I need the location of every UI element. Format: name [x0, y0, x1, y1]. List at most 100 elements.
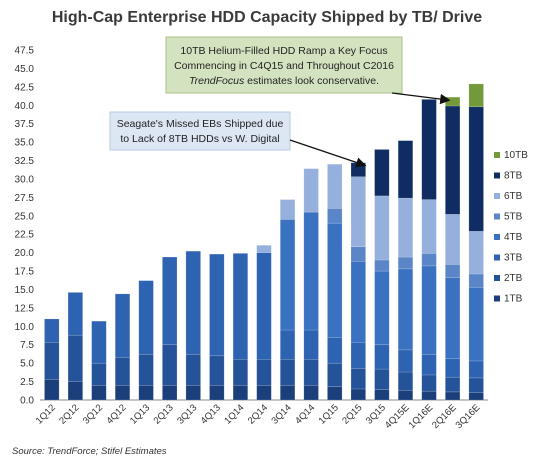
x-tick-label: 4Q15E [383, 402, 412, 431]
x-tick-label: 4Q13 [199, 402, 223, 426]
bar-segment [185, 354, 201, 386]
bar-stack-1Q15 [327, 163, 343, 401]
bar-segment [138, 280, 154, 355]
bar-segment [350, 261, 366, 343]
bar-stack-1Q13 [138, 280, 154, 401]
bar-segment [256, 252, 272, 360]
bar-segment [44, 379, 60, 401]
bar-segment [468, 230, 484, 275]
bar-segment [421, 253, 437, 267]
bar-segment [350, 388, 366, 401]
x-tick-label: 2Q14 [246, 402, 270, 426]
y-tick-label: 22.5 [15, 230, 35, 241]
bar-segment [232, 384, 249, 401]
legend-swatch [494, 172, 500, 179]
annotation-helium-line3: TrendFocus estimates look conservative. [189, 75, 379, 87]
bar-segment [91, 320, 107, 364]
bar-segment [138, 354, 154, 386]
bar-stack-2Q13 [162, 256, 178, 401]
bar-stack-1Q16E [421, 99, 437, 401]
bar-segment [374, 259, 390, 272]
x-tick-label: 2Q15 [340, 402, 364, 426]
x-tick-label: 1Q13 [128, 402, 152, 426]
y-tick-label: 5.0 [20, 359, 34, 370]
bar-segment [421, 390, 437, 401]
y-tick-label: 7.5 [20, 340, 34, 351]
bar-stack-4Q14 [303, 168, 319, 401]
y-tick-label: 35.0 [15, 138, 35, 149]
bar-stack-4Q12 [114, 293, 131, 401]
arrow-helium [391, 92, 451, 105]
x-tick-label: 1Q16E [406, 402, 435, 431]
bar-segment [397, 256, 414, 270]
annotation-helium-line2: Commencing in C4Q15 and Throughout C2016 [174, 60, 394, 72]
bar-segment [279, 329, 296, 360]
bar-stack-2Q16E [445, 96, 461, 401]
bar-segment [327, 222, 343, 338]
bar-segment [445, 214, 461, 265]
bar-stack-3Q13 [185, 250, 201, 401]
bar-stack-1Q14 [232, 253, 249, 401]
bar-stack-3Q15 [374, 149, 390, 401]
bar-segment [209, 384, 225, 401]
y-tick-label: 25.0 [15, 211, 35, 222]
chart-title: High-Cap Enterprise HDD Capacity Shipped… [52, 9, 482, 26]
annotation-seagate-box [109, 111, 291, 151]
annotation-seagate-line1: Seagate's Missed EBs Shipped due [117, 118, 284, 130]
bar-segment [397, 349, 414, 373]
annotation-helium: 10TB Helium-Filled HDD Ramp a Key Focus … [165, 36, 403, 94]
bar-segment [67, 292, 83, 336]
bar-segment [162, 344, 178, 386]
x-tick-label: 2Q13 [152, 402, 176, 426]
bar-stack-2Q14 [256, 244, 272, 401]
y-tick-label: 32.5 [15, 156, 35, 167]
bar-segment [279, 384, 296, 401]
bar-segment [397, 268, 414, 351]
bar-stack-4Q15E [397, 140, 414, 401]
legend-label: 4TB [504, 232, 523, 243]
bar-stack-3Q14 [279, 199, 296, 401]
x-tick-label: 3Q14 [269, 402, 293, 426]
y-tick-label: 2.5 [20, 377, 34, 388]
bar-segment [303, 384, 319, 401]
y-tick-label: 10.0 [15, 322, 35, 333]
bar-segment [445, 358, 461, 378]
legend-swatch [494, 275, 500, 281]
bar-segment [374, 149, 390, 197]
x-tick-label: 1Q15 [317, 402, 341, 426]
bar-stack-3Q12 [91, 320, 107, 401]
bar-segment [67, 381, 83, 401]
bar-segment [327, 208, 343, 224]
bar-segment [445, 264, 461, 278]
bar-segment [445, 96, 461, 107]
bar-segment [303, 359, 319, 386]
bar-segment [114, 356, 131, 386]
bar-stack-3Q16E [468, 83, 484, 401]
bar-segment [374, 344, 390, 370]
bar-segment [421, 199, 437, 254]
bar-segment [162, 256, 178, 346]
x-tick-label: 3Q12 [81, 402, 105, 426]
annotation-helium-line1: 10TB Helium-Filled HDD Ramp a Key Focus [180, 45, 387, 57]
x-tick-label: 2Q16E [430, 402, 459, 431]
bar-segment [303, 168, 319, 213]
y-tick-label: 17.5 [15, 267, 35, 278]
y-tick-label: 20.0 [15, 248, 35, 259]
bar-segment [327, 163, 343, 209]
bar-segment [256, 244, 272, 253]
y-tick-label: 47.5 [15, 46, 35, 57]
y-tick-label: 45.0 [15, 64, 35, 75]
y-axis: 0.0 2.5 5.0 7.5 10.0 12.5 15.0 17.5 20.0 22.5 25.0… [15, 46, 35, 407]
bar-segment [445, 105, 461, 215]
bar-segment [374, 195, 390, 261]
y-tick-label: 42.5 [15, 82, 35, 93]
bar-stack-1Q12 [44, 318, 60, 401]
y-tick-label: 15.0 [15, 285, 35, 296]
bar-segment [327, 386, 343, 401]
bar-segment [397, 197, 414, 258]
x-tick-label: 4Q14 [293, 402, 317, 426]
bar-segment [327, 337, 343, 364]
bar-segment [256, 384, 272, 401]
legend: 10TB 8TB 6TB 5TB 4TB 3TB 2TB 1TB [494, 150, 528, 305]
bar-segment [44, 342, 60, 380]
